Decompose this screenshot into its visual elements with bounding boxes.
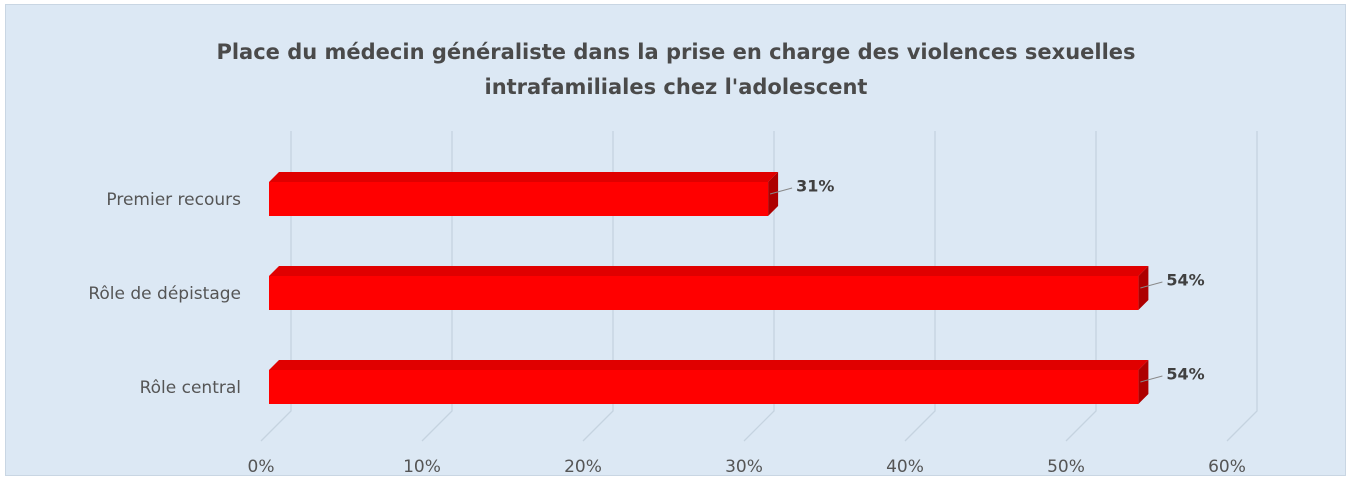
bar-face [269, 276, 1139, 310]
x-tick-label: 40% [886, 457, 924, 475]
grid-line [1226, 131, 1258, 442]
x-tick-label: 20% [564, 457, 602, 475]
grid-line [743, 131, 775, 442]
x-tick-label: 30% [725, 457, 763, 475]
grid-line [904, 131, 936, 442]
bar-face [768, 172, 779, 216]
x-tick-label: 0% [248, 457, 275, 475]
bar [269, 266, 1149, 310]
bar-face [269, 182, 769, 216]
value-label: 54% [1166, 271, 1204, 290]
grid-line [260, 131, 292, 442]
grid-line [582, 131, 614, 442]
value-label: 54% [1166, 365, 1204, 384]
bar-face [269, 370, 1139, 404]
chart: 0% 10% 20% 30% 40% 50% 60% Premier recours 31% Rô… [88, 131, 1258, 475]
y-tick-label: Rôle central [140, 378, 241, 398]
bar-face [269, 360, 1149, 370]
bar [269, 172, 779, 216]
x-tick-label: 50% [1047, 457, 1085, 475]
bar-face [269, 172, 779, 182]
grid-line [1065, 131, 1097, 442]
leader-line [769, 187, 793, 195]
bar [269, 360, 1149, 404]
bar-face [1138, 266, 1149, 310]
value-label: 31% [796, 177, 834, 196]
chart-title: Place du médecin généraliste dans la pri… [216, 40, 1136, 99]
x-tick-label: 10% [403, 457, 441, 475]
chart-frame: 0% 10% 20% 30% 40% 50% 60% Premier recours 31% Rô… [5, 4, 1346, 476]
leader-line [1140, 281, 1163, 289]
leader-line [1140, 375, 1163, 383]
y-tick-label: Premier recours [106, 190, 241, 210]
grid-line [421, 131, 453, 442]
bar-face [269, 266, 1149, 276]
y-tick-label: Rôle de dépistage [88, 284, 241, 304]
bar-face [1138, 360, 1149, 404]
x-tick-label: 60% [1208, 457, 1246, 475]
